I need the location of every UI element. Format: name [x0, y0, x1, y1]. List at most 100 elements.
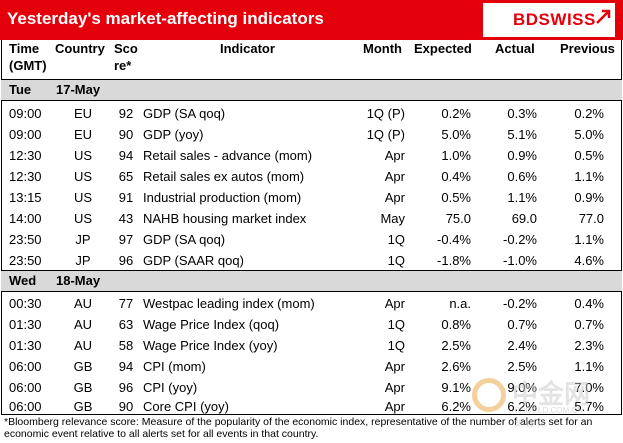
- cell-time: 23:50: [9, 232, 42, 247]
- cell-time: 12:30: [9, 169, 42, 184]
- cell-indicator: Wage Price Index (qoq): [143, 317, 280, 332]
- cell-time: 14:00: [9, 211, 42, 226]
- cell-actual: 9.0%: [507, 380, 537, 395]
- table-row: 01:30 AU 63 Wage Price Index (qoq) 1Q 0.…: [1, 314, 622, 335]
- cell-time: 12:30: [9, 148, 42, 163]
- cell-expected: 2.5%: [441, 338, 471, 353]
- cell-country: US: [73, 148, 93, 163]
- watermark-logo-icon: [472, 378, 506, 412]
- cell-actual: 0.9%: [507, 148, 537, 163]
- table-divider: [1, 79, 622, 80]
- cell-country: GB: [73, 399, 93, 414]
- table-row: 09:00 EU 92 GDP (SA qoq) 1Q (P) 0.2% 0.3…: [1, 103, 622, 124]
- cell-actual: 2.4%: [507, 338, 537, 353]
- table-row: 06:00 GB 90 Core CPI (yoy) Apr 6.2% 6.2%…: [1, 396, 622, 417]
- table-row: 06:00 GB 96 CPI (yoy) Apr 9.1% 9.0% 7.0%: [1, 377, 622, 398]
- cell-score: 91: [118, 190, 134, 205]
- cell-month: 1Q: [387, 253, 405, 268]
- col-header-actual: Actual: [495, 41, 535, 56]
- cell-country: EU: [73, 106, 93, 121]
- watermark-url: CNGOLD.COM.CN: [514, 406, 583, 415]
- cell-score: 92: [118, 106, 134, 121]
- cell-indicator: Industrial production (mom): [143, 190, 302, 205]
- cell-country: AU: [73, 296, 93, 311]
- cell-indicator: Wage Price Index (yoy): [143, 338, 278, 353]
- table-row: 14:00 US 43 NAHB housing market index Ma…: [1, 208, 622, 229]
- watermark: 中金网 CNGOLD.COM.CN 新 媒 体: [472, 370, 592, 430]
- cell-indicator: Retail sales ex autos (mom): [143, 169, 305, 184]
- cell-score: 65: [118, 169, 134, 184]
- cell-actual: 2.5%: [507, 359, 537, 374]
- cell-time: 06:00: [9, 399, 42, 414]
- cell-actual: 0.7%: [507, 317, 537, 332]
- cell-indicator: NAHB housing market index: [143, 211, 307, 226]
- cell-previous: 7.0%: [574, 380, 604, 395]
- cell-previous: 1.1%: [574, 232, 604, 247]
- cell-score: 96: [118, 253, 134, 268]
- table-divider: [1, 270, 622, 271]
- cell-month: Apr: [384, 148, 405, 163]
- col-header-indicator: Indicator: [220, 41, 275, 56]
- table-row: 12:30 US 94 Retail sales - advance (mom)…: [1, 145, 622, 166]
- section-header: Tue 17-May: [1, 80, 622, 100]
- brand-name: BDSWISS: [513, 10, 596, 29]
- cell-actual: 6.2%: [507, 399, 537, 414]
- footnote: *Bloomberg relevance score: Measure of t…: [4, 416, 593, 440]
- cell-country: AU: [73, 338, 93, 353]
- cell-country: JP: [75, 253, 91, 268]
- cell-country: US: [73, 190, 93, 205]
- cell-score: 94: [118, 359, 134, 374]
- table-divider: [1, 291, 622, 292]
- cell-actual: -0.2%: [503, 232, 537, 247]
- cell-score: 96: [118, 380, 134, 395]
- section-day: Wed: [9, 273, 37, 288]
- table-row: 01:30 AU 58 Wage Price Index (yoy) 1Q 2.…: [1, 335, 622, 356]
- cell-month: Apr: [384, 190, 405, 205]
- cell-previous: 77.0: [578, 211, 604, 226]
- cell-previous: 5.7%: [574, 399, 604, 414]
- cell-previous: 0.9%: [574, 190, 604, 205]
- cell-country: EU: [73, 127, 93, 142]
- cell-expected: 5.0%: [441, 127, 471, 142]
- cell-month: May: [380, 211, 405, 226]
- cell-time: 01:30: [9, 317, 42, 332]
- cell-month: Apr: [384, 380, 405, 395]
- cell-score: 43: [118, 211, 134, 226]
- cell-expected: 75.0: [445, 211, 471, 226]
- cell-previous: 4.6%: [574, 253, 604, 268]
- cell-expected: 1.0%: [441, 148, 471, 163]
- table-row: 23:50 JP 96 GDP (SAAR qoq) 1Q -1.8% -1.0…: [1, 250, 622, 271]
- cell-previous: 5.0%: [574, 127, 604, 142]
- brand-arrow-icon: [596, 9, 611, 24]
- cell-month: Apr: [384, 399, 405, 414]
- cell-actual: 0.6%: [507, 169, 537, 184]
- cell-actual: -0.2%: [503, 296, 537, 311]
- section-day: Tue: [9, 82, 32, 97]
- cell-country: GB: [73, 359, 93, 374]
- cell-score: 58: [118, 338, 134, 353]
- cell-expected: n.a.: [449, 296, 471, 311]
- cell-expected: 6.2%: [441, 399, 471, 414]
- cell-month: 1Q: [387, 317, 405, 332]
- col-header-time: Time (GMT): [9, 41, 47, 73]
- col-header-country: Country: [55, 41, 105, 56]
- cell-month: 1Q (P): [366, 106, 405, 121]
- watermark-tagline: 新 媒 体: [514, 419, 547, 429]
- cell-previous: 0.2%: [574, 106, 604, 121]
- cell-country: AU: [73, 317, 93, 332]
- cell-expected: 0.4%: [441, 169, 471, 184]
- cell-previous: 0.7%: [574, 317, 604, 332]
- cell-indicator: Core CPI (yoy): [143, 399, 229, 414]
- watermark-text: 中金网: [512, 379, 591, 409]
- cell-expected: 0.5%: [441, 190, 471, 205]
- cell-time: 13:15: [9, 190, 42, 205]
- cell-time: 00:30: [9, 296, 42, 311]
- page-title: Yesterday's market-affecting indicators: [7, 9, 324, 28]
- col-header-previous: Previous: [560, 41, 615, 56]
- cell-expected: -1.8%: [437, 253, 471, 268]
- cell-indicator: GDP (SA qoq): [143, 232, 226, 247]
- cell-time: 06:00: [9, 359, 42, 374]
- cell-actual: 5.1%: [507, 127, 537, 142]
- col-header-month: Month: [363, 41, 402, 56]
- cell-score: 97: [118, 232, 134, 247]
